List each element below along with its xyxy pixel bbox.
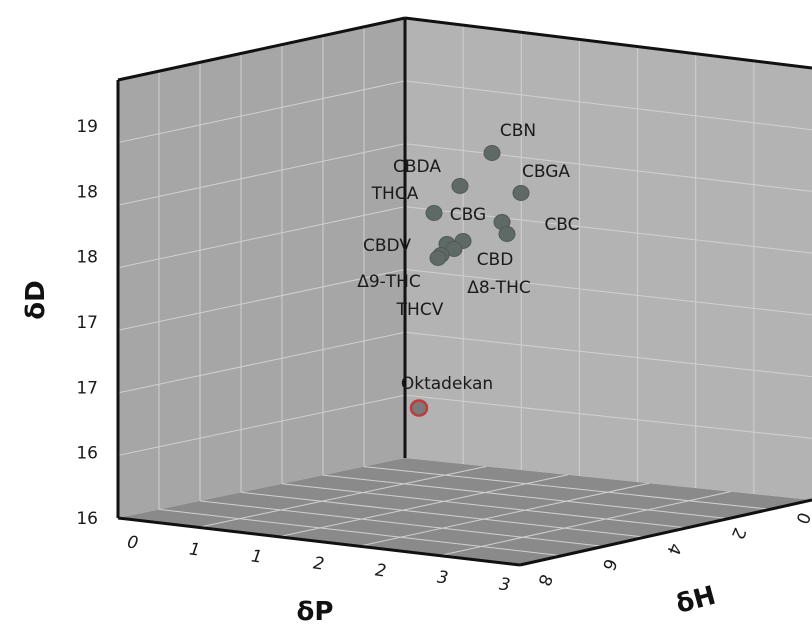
- data-point-marker: [425, 205, 443, 221]
- data-point-label: Oktadekan: [401, 374, 493, 394]
- z-tick-label: 19: [76, 117, 98, 137]
- data-point-label: CBG: [450, 205, 486, 225]
- x-tick-label: 0: [126, 532, 140, 553]
- z-axis-title: δD: [21, 280, 51, 319]
- data-point-label: CBD: [477, 250, 514, 270]
- data-point-label: THCV: [396, 300, 444, 320]
- data-point-marker: [409, 399, 429, 417]
- data-point-marker: [429, 250, 447, 266]
- y-axis-title: δH: [673, 581, 719, 620]
- y-tick-label: 0: [791, 509, 812, 527]
- data-point-marker: [451, 178, 469, 194]
- x-tick-label: 1: [250, 546, 264, 567]
- z-axis-ticks: 16 16 17 17 18 18 19: [76, 117, 98, 529]
- data-point-label: Δ8-THC: [467, 278, 531, 298]
- x-tick-label: 2: [312, 553, 326, 574]
- y-tick-label: 6: [598, 556, 621, 574]
- data-point-label: CBDV: [363, 236, 411, 256]
- z-tick-label: 18: [76, 248, 98, 268]
- data-point-label: THCA: [371, 184, 419, 204]
- x-tick-label: 3: [498, 574, 512, 595]
- axis-frame: [116, 16, 812, 567]
- data-point-label: CBN: [500, 121, 536, 141]
- data-point-label: CBC: [544, 215, 579, 235]
- data-point-marker: [512, 185, 530, 201]
- data-point-label: Δ9-THC: [357, 272, 421, 292]
- data-points: CBN CBDA CBGA THCA CBG CBC CBDV CBD Δ9-THC Δ8-THC…: [357, 121, 580, 417]
- z-tick-label: 17: [76, 378, 98, 398]
- z-tick-label: 17: [76, 313, 98, 333]
- x-tick-label: 3: [436, 567, 450, 588]
- y-tick-label: 4: [662, 540, 685, 558]
- x-axis-ticks: 0 1 1 2 2 3 3: [126, 532, 512, 595]
- data-point-label: CBDA: [393, 157, 441, 177]
- z-tick-label: 16: [76, 444, 98, 464]
- x-tick-label: 2: [374, 560, 388, 581]
- back-wall-left: [118, 18, 405, 518]
- back-wall-right: [405, 18, 812, 500]
- x-tick-label: 1: [188, 539, 202, 560]
- data-point-marker: [498, 226, 516, 242]
- z-tick-label: 18: [76, 182, 98, 202]
- y-tick-label: 8: [533, 571, 556, 589]
- x-axis-title: δP: [297, 597, 334, 627]
- data-point-label: CBGA: [522, 162, 570, 182]
- y-tick-label: 2: [727, 525, 750, 543]
- z-tick-label: 16: [76, 509, 98, 529]
- data-point-marker: [483, 145, 501, 161]
